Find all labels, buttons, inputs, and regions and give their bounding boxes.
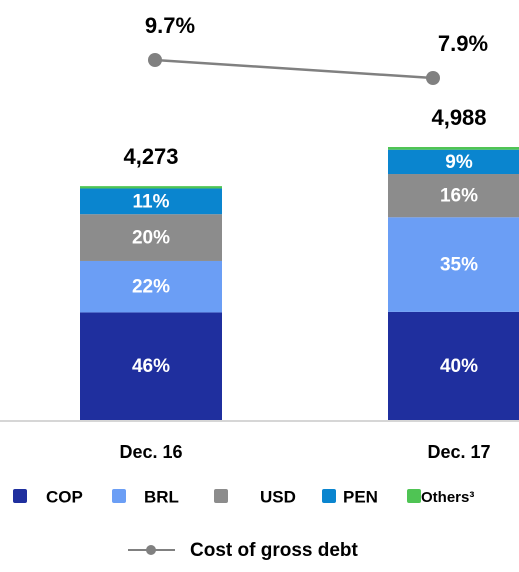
- bar-segment: [80, 188, 222, 215]
- total-label: 4,273: [123, 144, 178, 169]
- data-label: 22%: [132, 277, 170, 298]
- legend-swatch: [322, 489, 336, 503]
- data-label: 40%: [440, 356, 478, 377]
- bar-segment: [80, 214, 222, 261]
- x-tick-label: Dec. 16: [119, 442, 182, 462]
- bar-segment: [80, 260, 222, 313]
- legend-swatch: [214, 489, 228, 503]
- legend-swatch: [407, 489, 421, 503]
- bar-segment: [388, 149, 519, 175]
- x-tick-label: Dec. 17: [427, 442, 490, 462]
- data-label: 11%: [133, 191, 170, 212]
- legend-swatch: [13, 489, 27, 503]
- line-point: [426, 71, 440, 85]
- total-label: 4,988: [431, 105, 486, 130]
- line-label: 7.9%: [438, 31, 488, 56]
- legend-label: COP: [46, 487, 83, 506]
- legend-label: Cost of gross debt: [190, 540, 359, 561]
- data-label: 35%: [440, 255, 478, 276]
- data-label: 20%: [132, 228, 170, 249]
- bar-segment: [388, 174, 519, 218]
- legend-label: BRL: [144, 487, 179, 506]
- bar-segment: [80, 186, 222, 189]
- legend-label: USD: [260, 487, 296, 506]
- data-label: 16%: [440, 186, 478, 207]
- line: [154, 58, 434, 80]
- line-label: 9.7%: [145, 13, 195, 38]
- bar-segment: [388, 147, 519, 150]
- bar-segment: [388, 217, 519, 312]
- data-label: 9%: [445, 152, 473, 173]
- legend-label: Others³: [421, 489, 474, 506]
- bar-segment: [388, 311, 519, 420]
- data-label: 46%: [132, 356, 170, 377]
- legend-label: PEN: [343, 487, 378, 506]
- line-point: [148, 53, 162, 67]
- legend-swatch: [112, 489, 126, 503]
- bar-segment: [80, 312, 222, 420]
- legend-point: [146, 545, 156, 555]
